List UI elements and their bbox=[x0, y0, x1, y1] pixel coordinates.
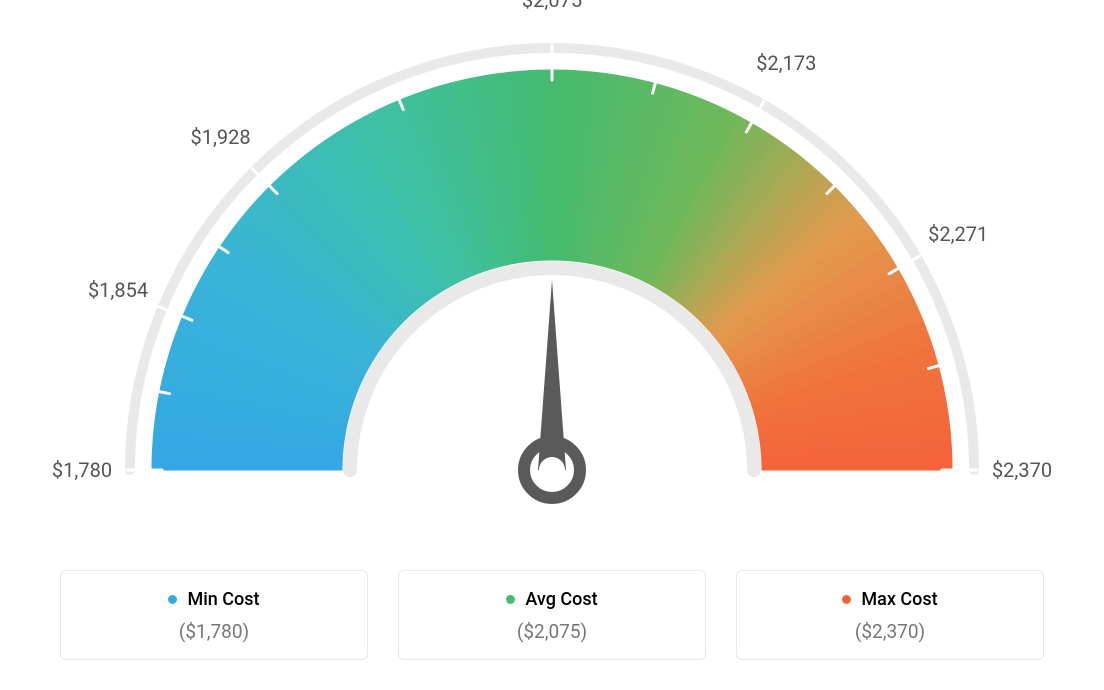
cost-gauge-chart: $1,780 $1,854 $1,928 $2,075 $2,173 $2,271 $2,3… bbox=[0, 0, 1104, 540]
legend-card-avg: Avg Cost ($2,075) bbox=[398, 570, 706, 660]
legend-row: Min Cost ($1,780) Avg Cost ($2,075) Max … bbox=[60, 570, 1044, 660]
dot-icon bbox=[506, 595, 515, 604]
legend-max-label: Max Cost bbox=[861, 589, 937, 610]
gauge-tick-label: $2,173 bbox=[756, 51, 816, 75]
gauge-tick-label: $2,075 bbox=[522, 0, 582, 12]
gauge-tick-label: $2,271 bbox=[928, 222, 988, 246]
legend-card-min: Min Cost ($1,780) bbox=[60, 570, 368, 660]
legend-max-title: Max Cost bbox=[842, 589, 937, 610]
gauge-tick-label: $1,780 bbox=[52, 458, 112, 482]
legend-avg-title: Avg Cost bbox=[506, 589, 597, 610]
gauge-tick-label: $2,370 bbox=[992, 458, 1052, 482]
gauge-svg bbox=[0, 0, 1104, 540]
gauge-tick-label: $1,928 bbox=[190, 125, 250, 149]
legend-min-value: ($1,780) bbox=[71, 620, 357, 643]
legend-min-title: Min Cost bbox=[168, 589, 259, 610]
legend-max-value: ($2,370) bbox=[747, 620, 1033, 643]
legend-avg-value: ($2,075) bbox=[409, 620, 695, 643]
legend-min-label: Min Cost bbox=[187, 589, 259, 610]
gauge-tick-label: $1,854 bbox=[88, 278, 148, 302]
dot-icon bbox=[842, 595, 851, 604]
dot-icon bbox=[168, 595, 177, 604]
legend-avg-label: Avg Cost bbox=[525, 589, 597, 610]
legend-card-max: Max Cost ($2,370) bbox=[736, 570, 1044, 660]
